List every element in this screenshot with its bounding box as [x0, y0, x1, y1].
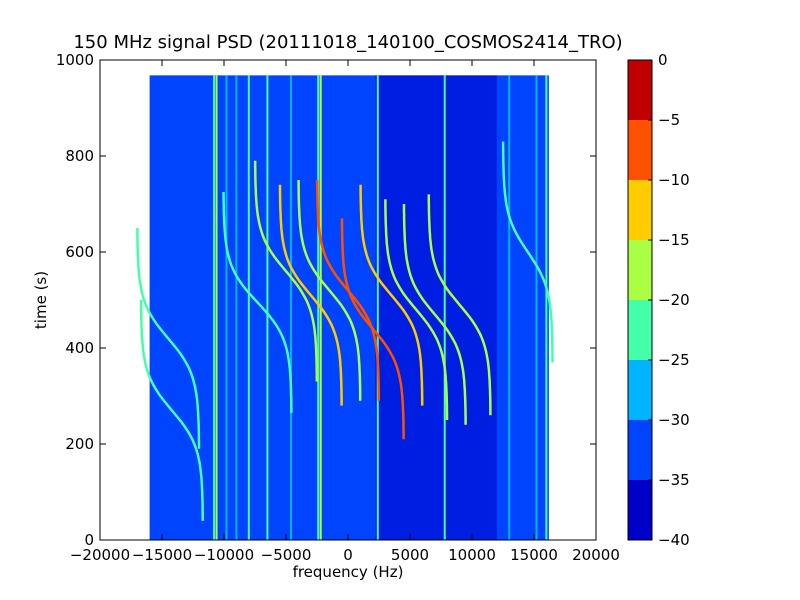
colorbar-tick-label: −35 [658, 471, 690, 489]
colorbar-segment [628, 240, 652, 300]
x-tick-label: 0 [343, 546, 353, 564]
y-axis-label: time (s) [32, 271, 50, 329]
x-tick-label: −5000 [261, 546, 312, 564]
doppler-track [139, 300, 205, 521]
colorbar: −40 −35 −30 −25 −20 −15 −10 −5 0 [627, 51, 690, 549]
colorbar-segment [628, 420, 652, 480]
low-noise-band [375, 75, 497, 541]
y-tick-label: 200 [65, 435, 94, 453]
x-tick-label: −20000 [70, 546, 130, 564]
y-tick-label: 0 [84, 531, 94, 549]
x-tick-label: −10000 [194, 546, 254, 564]
doppler-track [278, 184, 343, 406]
y-tick-label: 600 [65, 243, 94, 261]
x-tick-label: 5000 [391, 546, 429, 564]
heatmap-layer [136, 75, 554, 541]
doppler-track [136, 228, 201, 449]
colorbar-tick-label: −30 [658, 411, 690, 429]
doppler-track [253, 160, 319, 382]
chart-title: 150 MHz signal PSD (20111018_140100_COSM… [73, 32, 622, 53]
doppler-track [340, 218, 405, 440]
colorbar-tick-label: −20 [658, 291, 690, 309]
colorbar-tick-label: −25 [658, 351, 690, 369]
colorbar-tick-label: −10 [658, 171, 690, 189]
colorbar-segment [628, 60, 652, 120]
x-axis-label: frequency (Hz) [293, 563, 404, 581]
colorbar-tick-label: −5 [658, 111, 680, 129]
colorbar-segment [628, 360, 652, 420]
doppler-track [384, 199, 449, 420]
x-tick-label: 10000 [448, 546, 496, 564]
doppler-track [427, 194, 492, 416]
doppler-track [501, 141, 554, 363]
x-tick-label: −15000 [132, 546, 192, 564]
doppler-track [359, 184, 424, 406]
colorbar-segment [628, 180, 652, 240]
colorbar-tick-label: −15 [658, 231, 690, 249]
y-axis: 0 200 400 600 800 1000 [56, 51, 596, 549]
doppler-track [297, 180, 362, 401]
y-tick-label: 800 [65, 147, 94, 165]
colorbar-segment [628, 480, 652, 540]
doppler-track [402, 204, 467, 425]
colorbar-segment [628, 300, 652, 360]
x-tick-label: 15000 [510, 546, 558, 564]
y-tick-label: 400 [65, 339, 94, 357]
x-axis: −20000 −15000 −10000 −5000 0 5000 10000 15000 20… [70, 60, 620, 564]
y-tick-label: 1000 [56, 51, 94, 69]
colorbar-tick-label: −40 [658, 531, 690, 549]
doppler-track [222, 191, 293, 413]
colorbar-tick-label: 0 [658, 51, 668, 69]
colorbar-segment [628, 120, 652, 180]
x-tick-label: 20000 [572, 546, 620, 564]
